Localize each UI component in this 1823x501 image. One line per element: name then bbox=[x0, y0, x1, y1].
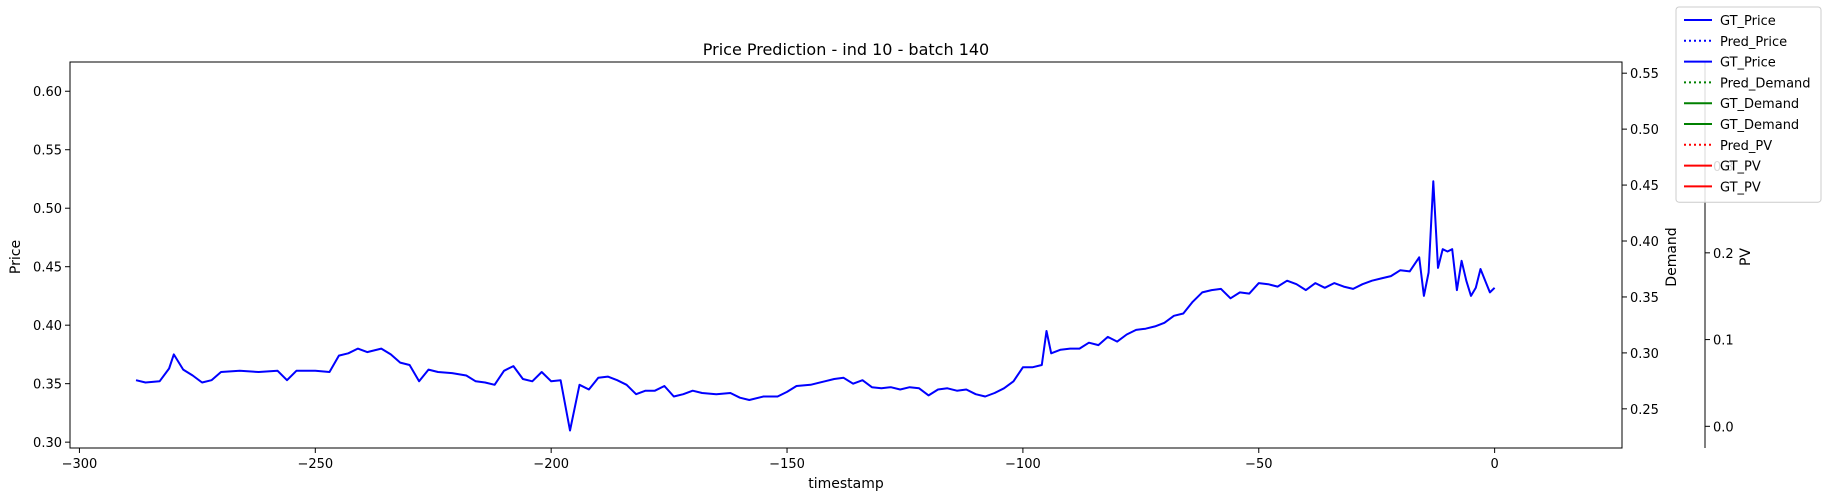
x-tick-label-1: −250 bbox=[297, 457, 333, 472]
series-line-gt-price-0 bbox=[135, 180, 1496, 432]
price-tick-label-6: 0.60 bbox=[33, 85, 62, 100]
demand-tick-label-6: 0.55 bbox=[1630, 67, 1659, 82]
x-tick-label-4: −100 bbox=[1005, 457, 1041, 472]
chart-title: Price Prediction - ind 10 - batch 140 bbox=[703, 40, 989, 59]
legend-label-8: GT_PV bbox=[1720, 180, 1761, 195]
x-tick-label-3: −150 bbox=[769, 457, 805, 472]
x-tick-label-0: −300 bbox=[62, 457, 98, 472]
demand-tick-label-1: 0.30 bbox=[1630, 347, 1659, 362]
price-axis: 0.30 0.35 0.40 0.45 0.50 0.55 0.60 bbox=[33, 85, 70, 451]
x-axis-label: timestamp bbox=[808, 476, 884, 492]
price-tick-label-3: 0.45 bbox=[33, 261, 62, 276]
legend-label-5: GT_Demand bbox=[1720, 118, 1799, 133]
x-axis: −300 −250 −200 −150 −100 −50 0 bbox=[62, 448, 1499, 472]
pv-axis-label: PV bbox=[1738, 248, 1754, 266]
price-tick-label-4: 0.50 bbox=[33, 202, 62, 217]
legend-label-7: GT_PV bbox=[1720, 160, 1761, 175]
demand-tick-label-0: 0.25 bbox=[1630, 403, 1659, 418]
legend-label-1: Pred_Price bbox=[1720, 35, 1787, 50]
price-axis-label: Price bbox=[8, 240, 24, 274]
price-tick-label-0: 0.30 bbox=[33, 436, 62, 451]
price-tick-label-1: 0.35 bbox=[33, 378, 62, 393]
legend-label-2: GT_Price bbox=[1720, 56, 1776, 71]
demand-axis: 0.25 0.30 0.35 0.40 0.45 0.50 0.55 bbox=[1622, 67, 1659, 418]
demand-tick-label-2: 0.35 bbox=[1630, 291, 1659, 306]
x-tick-label-2: −200 bbox=[533, 457, 569, 472]
legend-label-4: GT_Demand bbox=[1720, 97, 1799, 112]
demand-tick-label-5: 0.50 bbox=[1630, 123, 1659, 138]
legend-box bbox=[1675, 6, 1822, 203]
plot-frame bbox=[69, 61, 1623, 449]
legend: GT_Price Pred_Price GT_Price Pred_Demand GT_… bbox=[1675, 6, 1822, 203]
legend-label-6: Pred_PV bbox=[1720, 139, 1772, 154]
x-tick-label-6: 0 bbox=[1490, 457, 1498, 472]
plot-area bbox=[135, 180, 1496, 432]
x-tick-label-5: −50 bbox=[1245, 457, 1272, 472]
price-tick-label-5: 0.55 bbox=[33, 144, 62, 159]
pv-tick-label-0: 0.0 bbox=[1713, 420, 1734, 435]
price-tick-label-2: 0.40 bbox=[33, 319, 62, 334]
legend-label-0: GT_Price bbox=[1720, 14, 1776, 29]
pv-tick-label-2: 0.2 bbox=[1713, 247, 1734, 262]
demand-axis-label: Demand bbox=[1664, 227, 1680, 286]
demand-tick-label-4: 0.45 bbox=[1630, 179, 1659, 194]
pv-tick-label-1: 0.1 bbox=[1713, 334, 1734, 349]
legend-label-3: Pred_Demand bbox=[1720, 76, 1811, 91]
demand-tick-label-3: 0.40 bbox=[1630, 235, 1659, 250]
